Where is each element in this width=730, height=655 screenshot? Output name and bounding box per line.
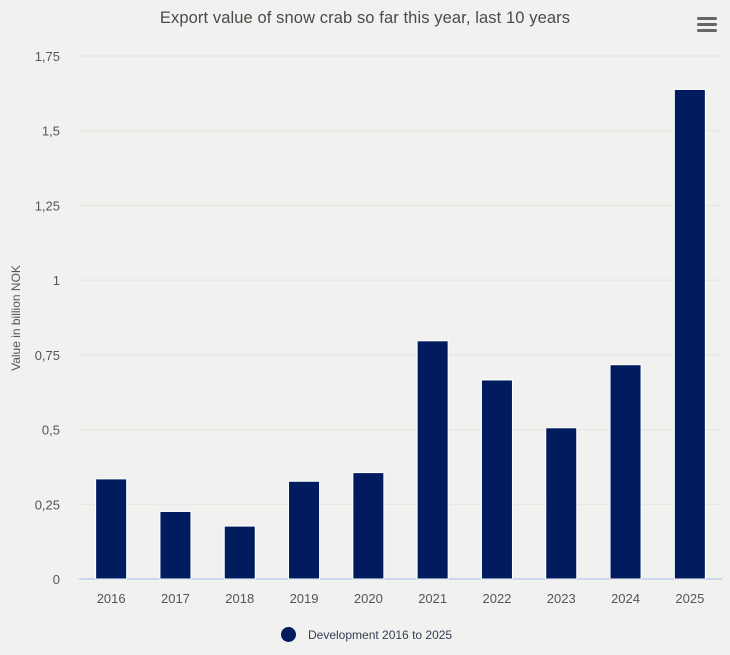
bar-2023[interactable] (545, 427, 578, 580)
bar-2025[interactable] (673, 88, 706, 580)
bar-2020[interactable] (352, 472, 385, 580)
bar-2024[interactable] (609, 364, 642, 580)
chart-title: Export value of snow crab so far this ye… (159, 9, 571, 27)
x-tick-label: 2023 (547, 591, 576, 606)
legend-label: Development 2016 to 2025 (308, 627, 453, 642)
bar-2021[interactable] (416, 340, 449, 580)
y-tick-label: 0,75 (35, 348, 60, 363)
x-tick-label: 2020 (354, 591, 383, 606)
y-tick-label: 0,25 (35, 497, 60, 512)
bar-2016[interactable] (95, 478, 128, 580)
bar-2018[interactable] (223, 525, 256, 580)
y-tick-label: 1 (53, 273, 60, 288)
legend-item[interactable]: Development 2016 to 2025 (281, 627, 452, 642)
y-tick-label: 1,5 (42, 124, 60, 139)
x-tick-label: 2018 (225, 591, 254, 606)
x-tick-label: 2025 (675, 591, 704, 606)
y-tick-label: 1,25 (35, 198, 60, 213)
y-tick-label: 1,75 (35, 49, 60, 64)
hamburger-menu-icon-bar (697, 29, 717, 32)
legend-marker-icon (281, 627, 296, 642)
y-tick-label: 0 (53, 572, 60, 587)
y-axis-label: Value in billion NOK (9, 265, 23, 371)
bars (95, 88, 706, 580)
y-axis-ticks: 0 0,25 0,5 0,75 1 1,25 1,5 1,75 (35, 49, 60, 587)
x-tick-label: 2022 (482, 591, 511, 606)
x-tick-label: 2021 (418, 591, 447, 606)
hamburger-menu-icon-bar (697, 17, 717, 20)
bar-2022[interactable] (480, 379, 513, 580)
chart-menu-button[interactable] (696, 16, 718, 34)
x-tick-label: 2016 (97, 591, 126, 606)
x-tick-label: 2024 (611, 591, 640, 606)
hamburger-menu-icon-bar (697, 23, 717, 26)
bar-2019[interactable] (288, 480, 321, 580)
x-axis-ticks: 2016 2017 2018 2019 2020 2021 2022 2023 2024 2025 (97, 591, 705, 606)
bar-2017[interactable] (159, 510, 192, 580)
x-tick-label: 2017 (161, 591, 190, 606)
y-tick-label: 0,5 (42, 423, 60, 438)
x-tick-label: 2019 (290, 591, 319, 606)
